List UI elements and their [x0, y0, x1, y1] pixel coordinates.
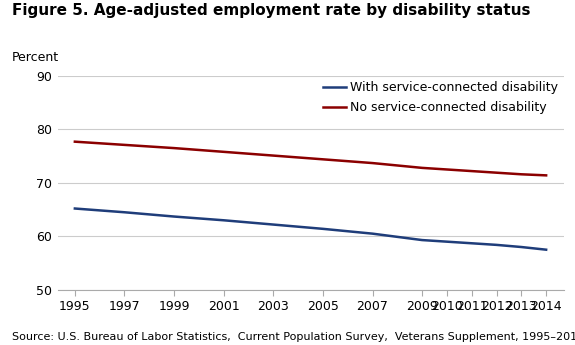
Text: Source: U.S. Bureau of Labor Statistics,  Current Population Survey,  Veterans S: Source: U.S. Bureau of Labor Statistics,…: [12, 332, 575, 342]
With service-connected disability: [419, 238, 426, 242]
No service-connected disability: [493, 171, 500, 175]
No service-connected disability: [220, 150, 227, 154]
Line: With service-connected disability: With service-connected disability: [75, 208, 546, 250]
No service-connected disability: [468, 169, 475, 173]
Text: Figure 5. Age-adjusted employment rate by disability status: Figure 5. Age-adjusted employment rate b…: [12, 3, 530, 18]
No service-connected disability: [320, 157, 327, 161]
With service-connected disability: [518, 245, 525, 249]
With service-connected disability: [493, 243, 500, 247]
No service-connected disability: [443, 167, 450, 171]
With service-connected disability: [468, 241, 475, 245]
With service-connected disability: [369, 231, 376, 236]
No service-connected disability: [71, 140, 78, 144]
No service-connected disability: [171, 146, 178, 150]
Legend: With service-connected disability, No service-connected disability: With service-connected disability, No se…: [318, 76, 564, 119]
With service-connected disability: [171, 215, 178, 219]
No service-connected disability: [121, 143, 128, 147]
With service-connected disability: [71, 206, 78, 210]
With service-connected disability: [220, 218, 227, 223]
No service-connected disability: [270, 154, 277, 158]
No service-connected disability: [369, 161, 376, 165]
No service-connected disability: [419, 166, 426, 170]
With service-connected disability: [320, 227, 327, 231]
Text: Percent: Percent: [12, 51, 59, 64]
No service-connected disability: [518, 172, 525, 176]
Line: No service-connected disability: No service-connected disability: [75, 142, 546, 175]
With service-connected disability: [270, 223, 277, 227]
With service-connected disability: [543, 248, 550, 252]
With service-connected disability: [121, 210, 128, 214]
No service-connected disability: [543, 173, 550, 177]
With service-connected disability: [443, 239, 450, 244]
